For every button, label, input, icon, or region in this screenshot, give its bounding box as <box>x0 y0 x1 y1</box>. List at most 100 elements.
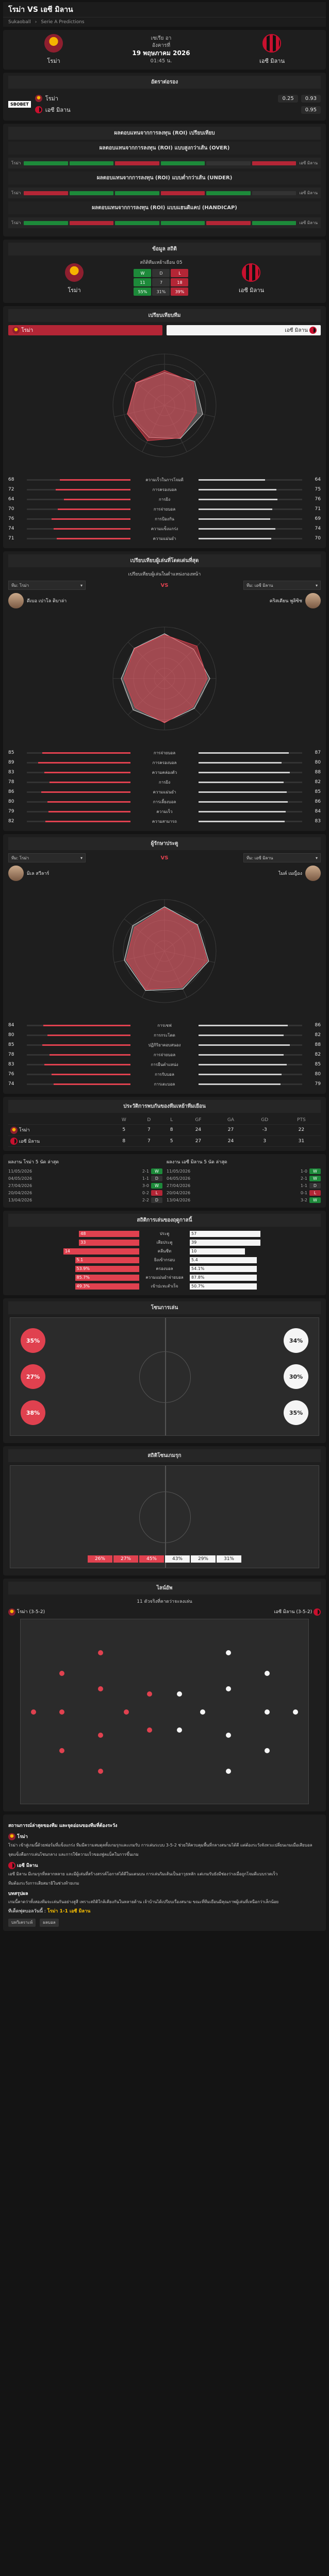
away-player-dot[interactable] <box>265 1670 270 1676</box>
tag-link[interactable]: บทวิเคราะห์ <box>8 1918 36 1927</box>
home-player-dot[interactable] <box>98 1768 103 1774</box>
home-player-dot[interactable] <box>147 1691 152 1697</box>
result-badge: W <box>309 1168 321 1174</box>
stat-away-bar <box>199 508 302 510</box>
stat-home-fill <box>43 1024 130 1026</box>
result-badge: W <box>151 1182 162 1189</box>
away-player-dot[interactable] <box>293 1709 298 1715</box>
away-player-dot[interactable] <box>226 1768 231 1774</box>
list-item[interactable]: 11/05/2026 1-0 W <box>167 1167 321 1175</box>
away-player-dot[interactable] <box>226 1650 231 1655</box>
breadcrumb-current[interactable]: Serie A Predictions <box>41 20 85 25</box>
away-player[interactable]: คริสเตียน พูลิซิช <box>270 593 321 608</box>
vs-label: VS <box>160 582 169 588</box>
analysis-section: สถานการณ์ล่าสุดของทีม และจุดอ่อนของทีมที… <box>3 1814 326 1931</box>
list-item[interactable]: 13/04/2026 3-2 W <box>167 1196 321 1204</box>
stat-home-value: 84 <box>8 1023 14 1028</box>
keeper-compare-title: ผู้รักษาประตู <box>8 837 321 850</box>
stat-home-bar <box>27 508 130 510</box>
list-item[interactable]: 04/05/2026 1-1 D <box>8 1175 162 1182</box>
away-player-dot[interactable] <box>265 1748 270 1753</box>
breadcrumb-home[interactable]: Sukaoball <box>8 20 31 25</box>
h2h-cell: 8 <box>160 1124 183 1136</box>
player-away-select[interactable]: ทีม: เอซี มิลาน ▾ <box>243 581 321 590</box>
player-away-select-value: ทีม: เอซี มิลาน <box>246 583 273 588</box>
stat-home-bar <box>27 1024 130 1026</box>
home-player-dot[interactable] <box>98 1650 103 1655</box>
odds-home-price[interactable]: 0.93 <box>301 94 321 103</box>
stat-row: 72 การครองบอล 75 <box>8 485 321 494</box>
player-radar-chart <box>112 626 217 731</box>
stat-name: ความเร็วในการโจมตี <box>145 477 184 482</box>
home-player-dot[interactable] <box>59 1748 64 1753</box>
list-item[interactable]: 27/04/2026 1-1 D <box>167 1182 321 1189</box>
list-item[interactable]: 04/05/2026 2-1 W <box>167 1175 321 1182</box>
list-item[interactable]: 27/04/2026 3-0 W <box>8 1182 162 1189</box>
stat-away-bar <box>199 781 302 783</box>
stat-name: ความแม่นยำ <box>153 536 176 541</box>
analysis-title: สถานการณ์ล่าสุดของทีม และจุดอ่อนของทีมที… <box>8 1823 118 1828</box>
stat-away-fill <box>199 518 270 520</box>
radar-home-series <box>127 370 197 441</box>
stat-away-bar <box>199 1034 302 1036</box>
stat-home-value: 89 <box>8 760 14 765</box>
odds-away-price[interactable]: 0.95 <box>301 106 321 114</box>
away-player-dot[interactable] <box>265 1709 270 1715</box>
stat-away-bar <box>199 537 302 539</box>
away-player-dot[interactable] <box>177 1727 182 1733</box>
team-compare-away[interactable]: เอซี มิลาน <box>167 325 321 335</box>
lineup-subtitle: 11 ตัวจริงที่คาดว่าจะลงเล่น <box>137 1599 192 1604</box>
stat-name: ความสามารถ <box>152 819 177 824</box>
away-player-dot[interactable] <box>177 1691 182 1697</box>
compare-away-value: 50.7% <box>190 1283 257 1290</box>
away-right-pct: 35% <box>284 1400 308 1425</box>
list-item[interactable]: 13/04/2026 2-2 D <box>8 1196 162 1204</box>
away-player-dot[interactable] <box>226 1686 231 1691</box>
list-item[interactable]: 20/04/2026 0-1 L <box>167 1189 321 1196</box>
h2h-header: GF <box>182 1116 215 1125</box>
away-player-dot[interactable] <box>226 1732 231 1738</box>
stat-away-fill <box>199 820 285 822</box>
home-team-block[interactable]: โรม่า <box>44 34 63 65</box>
home-player-dot[interactable] <box>59 1670 64 1676</box>
tag-link[interactable]: ผลบอล <box>40 1918 59 1927</box>
home-player-dot[interactable] <box>59 1709 64 1715</box>
home-player[interactable]: ดีเบอ เปาโล ดิบาล่า <box>8 593 67 608</box>
list-item[interactable]: 20/04/2026 0-2 L <box>8 1189 162 1196</box>
form-grid: W D L 11 7 18 55% 31% 39% <box>134 269 189 296</box>
stat-away-value: 76 <box>315 497 321 502</box>
stat-home-bar <box>27 781 130 783</box>
player-home-select-value: ทีม: โรม่า <box>11 583 29 588</box>
home-player-dot[interactable] <box>98 1686 103 1691</box>
zone-pct: 31% <box>217 1555 241 1563</box>
stat-home-bar <box>27 752 130 754</box>
stat-away-value: 84 <box>315 809 321 814</box>
odds-row-home: โรม่า 0.25 0.93 <box>35 94 321 103</box>
list-item[interactable]: 11/05/2026 2-1 W <box>8 1167 162 1175</box>
away-keeper[interactable]: ไมค์ เมญ็อง <box>278 866 321 881</box>
recent-date: 20/04/2026 <box>167 1190 191 1195</box>
stat-away-fill <box>199 528 275 530</box>
team-compare-home[interactable]: โรม่า <box>8 325 162 335</box>
stat-home-fill <box>45 820 130 822</box>
player-home-select[interactable]: ทีม: โรม่า ▾ <box>8 581 86 590</box>
compare-name: ยิงเข้ากรอบ <box>154 1258 175 1262</box>
away-team-block[interactable]: เอซี มิลาน <box>259 34 285 65</box>
stat-row: 71 ความแม่นยำ 70 <box>8 534 321 543</box>
bookmaker-label[interactable]: SBOBET <box>8 100 31 108</box>
odds-handicap[interactable]: 0.25 <box>278 94 298 103</box>
home-player-dot[interactable] <box>147 1727 152 1733</box>
stat-home-bar <box>27 488 130 490</box>
home-player-dot[interactable] <box>31 1709 36 1715</box>
home-keeper[interactable]: มิเล สวีลาร์ <box>8 866 49 881</box>
odds-section: อัตราต่อรอง SBOBET โรม่า 0.25 0.93 เอซี … <box>3 73 326 121</box>
home-player-dot[interactable] <box>124 1709 129 1715</box>
keeper-away-select[interactable]: ทีม: เอซี มิลาน ▾ <box>243 853 321 862</box>
home-player-dot[interactable] <box>98 1732 103 1738</box>
away-player-dot[interactable] <box>200 1709 205 1715</box>
stat-home-value: 74 <box>8 526 14 531</box>
chevron-down-icon: ▾ <box>315 855 318 860</box>
keeper-home-select[interactable]: ทีม: โรม่า ▾ <box>8 853 86 862</box>
form-cell: D <box>152 269 170 277</box>
compare-away-value: 87.8% <box>190 1274 257 1281</box>
